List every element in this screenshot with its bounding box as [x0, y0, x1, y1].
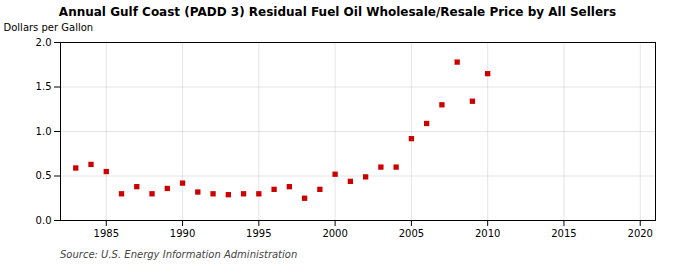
- svg-text:1.5: 1.5: [36, 81, 52, 92]
- svg-text:0.5: 0.5: [36, 170, 52, 181]
- html-text:Source: U.S. Energy Informatio: Source: U.S. Energy Information Administ…: [60, 249, 298, 260]
- svg-text:1985: 1985: [94, 228, 119, 239]
- svg-text:2010: 2010: [475, 228, 500, 239]
- svg-text:2000: 2000: [322, 228, 347, 239]
- svg-text:2005: 2005: [399, 228, 424, 239]
- html-text:Annual Gulf Coast (PADD 3) Res: Annual Gulf Coast (PADD 3) Residual Fuel…: [58, 5, 617, 19]
- svg-text:0.0: 0.0: [36, 215, 52, 226]
- svg-text:1.0: 1.0: [36, 126, 52, 137]
- svg-text:1995: 1995: [246, 228, 271, 239]
- svg-text:2015: 2015: [551, 228, 576, 239]
- svg-text:Dollars per Gallon: Dollars per Gallon: [4, 22, 94, 33]
- svg-text:2.0: 2.0: [36, 37, 52, 48]
- svg-text:2020: 2020: [628, 228, 653, 239]
- svg-text:1990: 1990: [170, 228, 195, 239]
